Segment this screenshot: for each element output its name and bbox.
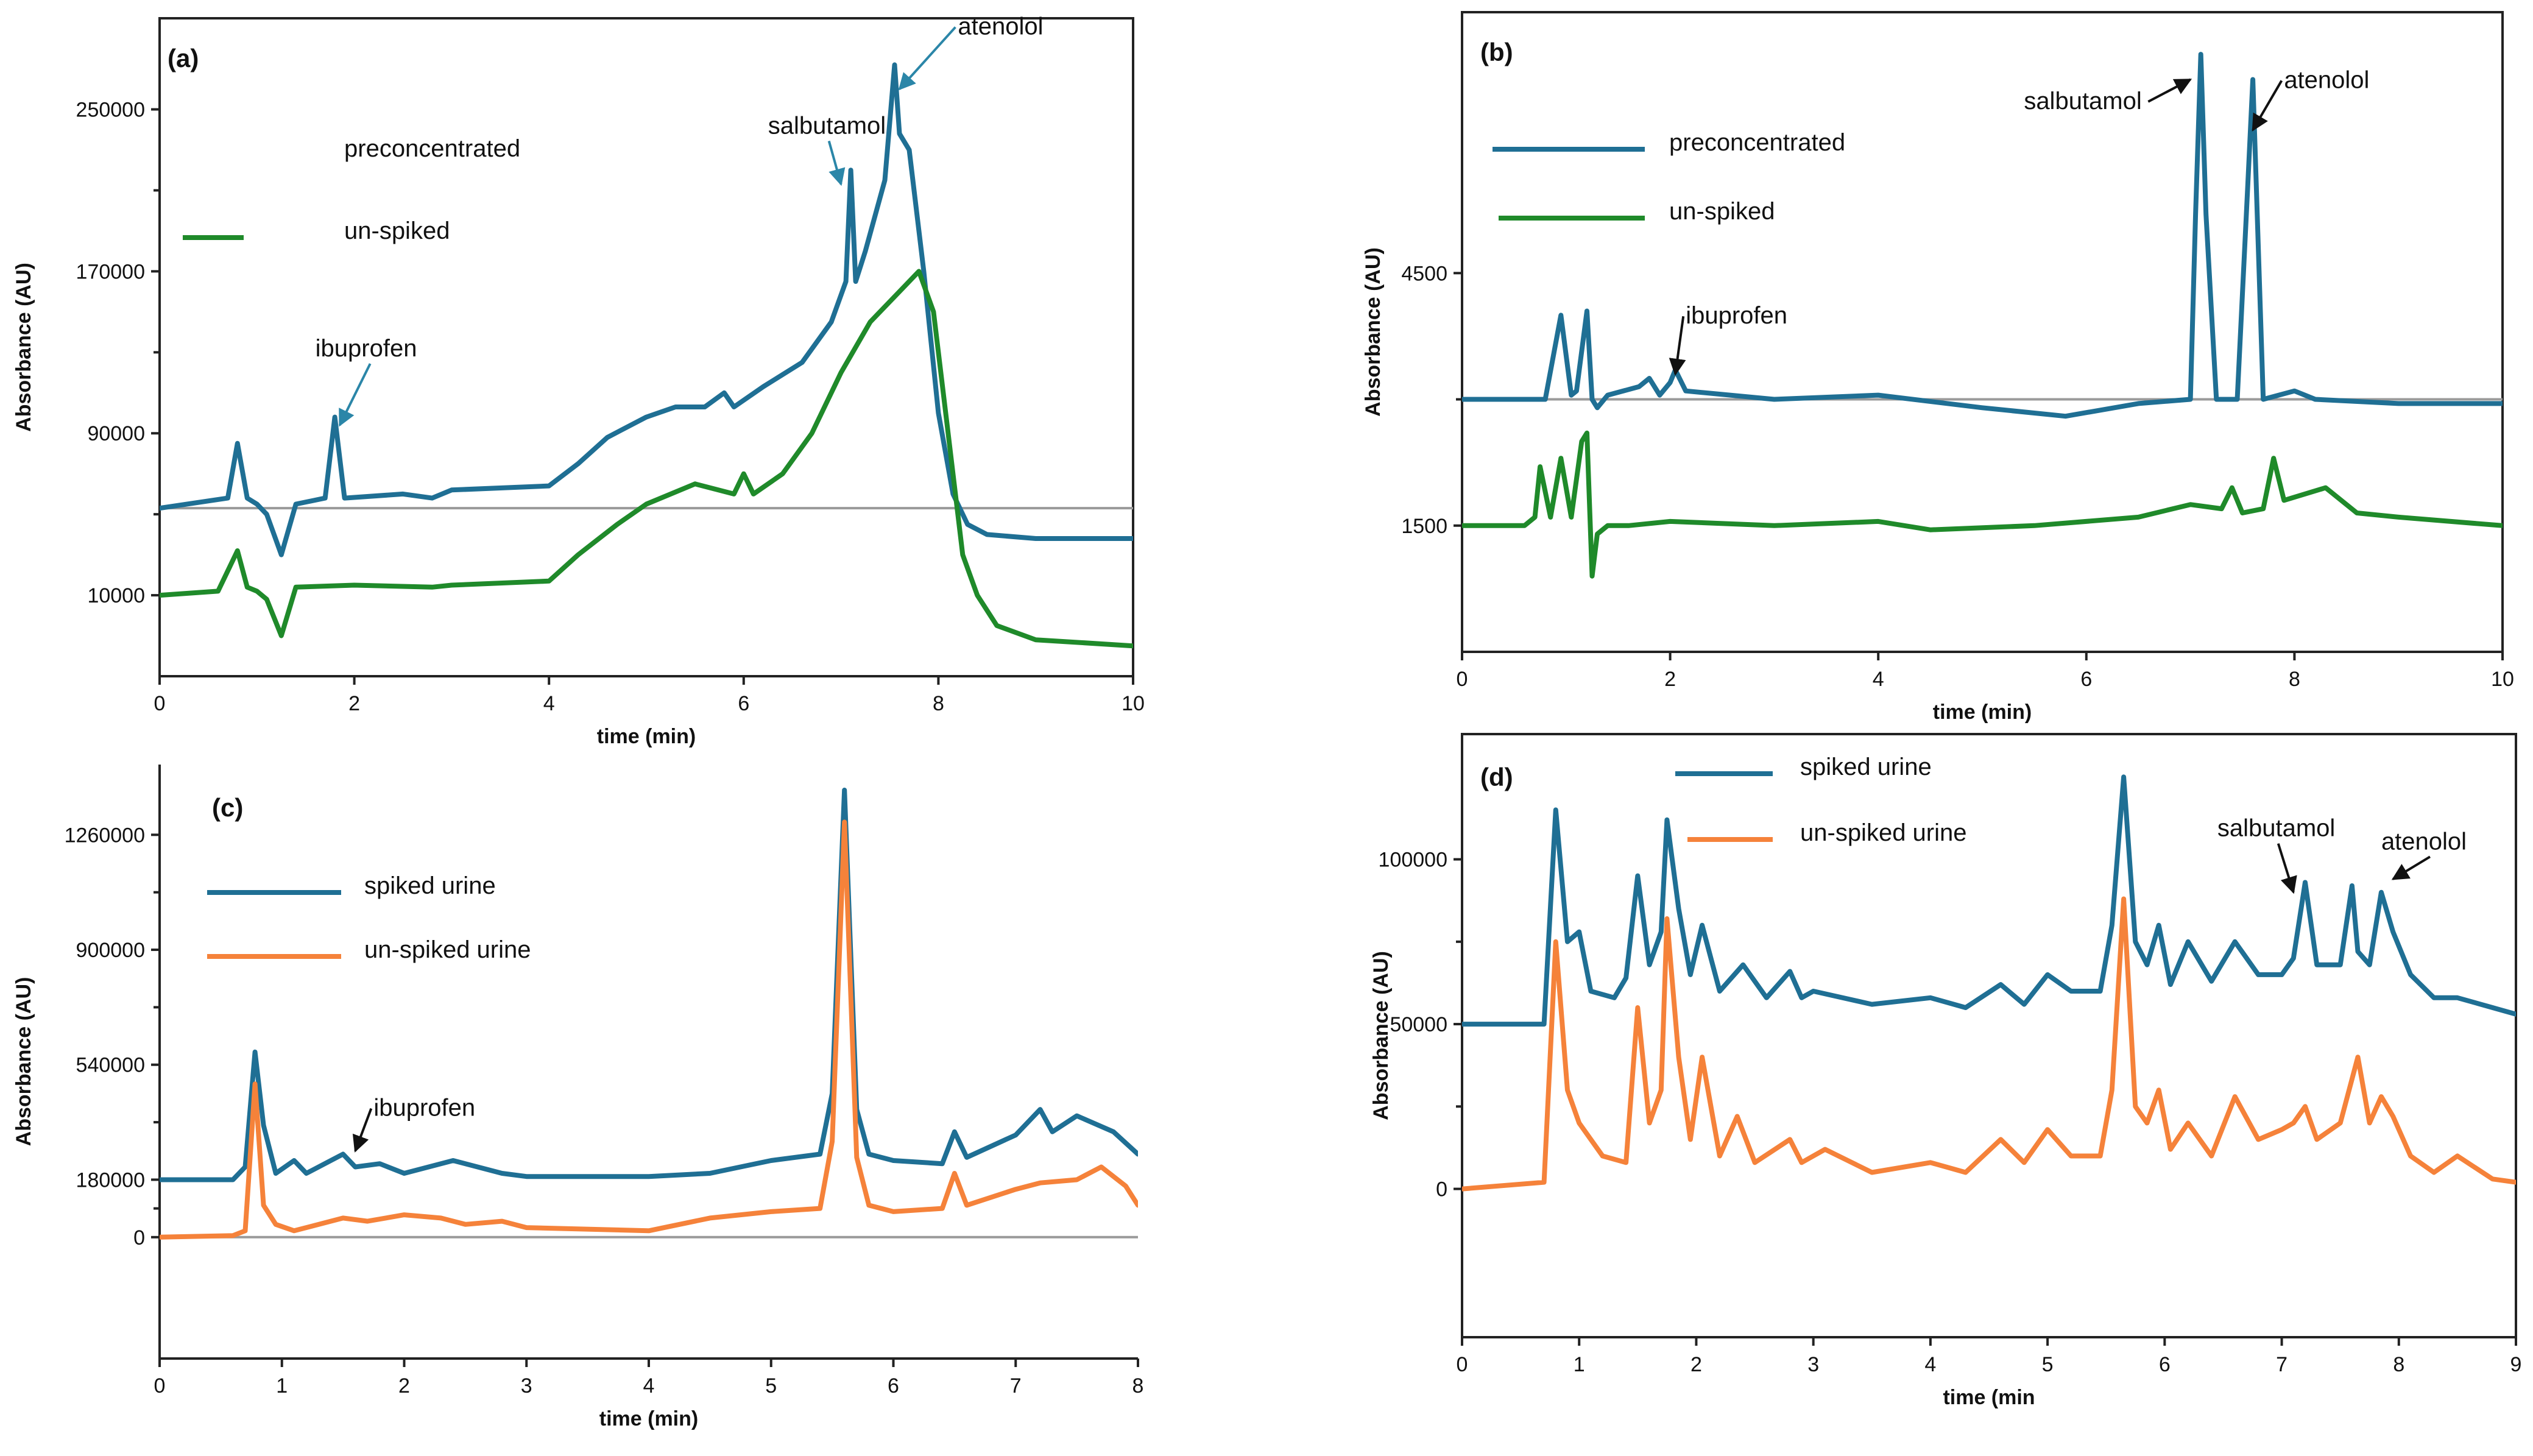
x-tick-label: 5 [2042, 1353, 2054, 1376]
annotation-arrow [2147, 78, 2192, 103]
panel-a: 0 2 4 6 8 10 10000 90000 170000 250000 time (min) A… [12, 13, 1145, 748]
x-tick-label: 0 [154, 1374, 166, 1398]
y-tick-label: 1500 [1401, 515, 1447, 538]
legend-label: un-spiked [1669, 198, 1775, 225]
annotation-arrow [2277, 843, 2297, 894]
x-tick-label: 8 [2393, 1353, 2404, 1376]
x-tick-label: 4 [643, 1374, 655, 1398]
x-tick-label: 8 [1132, 1374, 1144, 1398]
annotation-label: ibuprofen [1686, 302, 1787, 329]
x-tick-label: 0 [1457, 668, 1468, 691]
y-tick-label: 180000 [76, 1168, 145, 1192]
legend-label: preconcentrated [1669, 129, 1845, 156]
y-tick-label: 1260000 [65, 824, 145, 847]
annotation-arrow [2391, 855, 2431, 880]
legend-label: un-spiked urine [1800, 819, 1967, 846]
x-tick-label: 5 [765, 1374, 777, 1398]
x-tick-label: 2 [348, 692, 360, 715]
annotation-arrow [2252, 80, 2283, 132]
x-tick-label: 4 [1873, 668, 1884, 691]
annotation-label: salbutamol [2024, 88, 2141, 115]
x-tick-label: 4 [1924, 1353, 1936, 1376]
legend-label: un-spiked [344, 217, 450, 244]
series-line-preconcentrated [160, 62, 1133, 557]
annotation-label: atenolol [2381, 828, 2467, 855]
x-tick-label: 1 [1574, 1353, 1585, 1376]
x-tick-label: 10 [2491, 668, 2514, 691]
annotation-arrow [352, 1108, 373, 1153]
x-tick-label: 0 [154, 692, 166, 715]
series-line-spiked-urine [160, 787, 1138, 1182]
x-tick-label: 2 [1690, 1353, 1702, 1376]
legend-label: un-spiked urine [364, 936, 531, 963]
annotation-label: atenolol [2284, 66, 2369, 93]
y-axis-label: Absorbance (AU) [1362, 247, 1385, 417]
y-tick-label: 250000 [76, 99, 145, 122]
x-tick-label: 3 [521, 1374, 532, 1398]
series-line-un-spiked [160, 269, 1133, 649]
x-tick-label: 7 [2276, 1353, 2287, 1376]
x-tick-label: 2 [1664, 668, 1676, 691]
x-tick-label: 8 [2289, 668, 2300, 691]
x-axis-label: time (min) [597, 725, 696, 748]
annotation-label: ibuprofen [316, 335, 417, 362]
x-tick-label: 6 [888, 1374, 899, 1398]
panel-label: (a) [168, 44, 199, 72]
y-tick-label: 100000 [1379, 849, 1447, 872]
annotation-arrow [338, 363, 372, 427]
x-tick-label: 2 [398, 1374, 410, 1398]
x-axis-label: time (min) [599, 1407, 698, 1430]
annotation-label: salbutamol [768, 112, 886, 139]
x-tick-label: 9 [2510, 1353, 2522, 1376]
series-line-spiked-urine [1462, 774, 2516, 1027]
x-tick-label: 0 [1457, 1353, 1468, 1376]
panel-c: 0 1 2 3 4 5 6 7 8 0 180000 540000 900000 1260000 time … [12, 765, 1143, 1430]
panel-d-frame [1461, 733, 2517, 1338]
x-tick-label: 3 [1807, 1353, 1819, 1376]
x-tick-label: 1 [276, 1374, 288, 1398]
annotation-label: atenolol [958, 13, 1043, 40]
x-tick-label: 4 [543, 692, 555, 715]
y-tick-label: 540000 [76, 1054, 145, 1077]
x-axis-label: time (min) [1933, 701, 2032, 724]
panel-b: 0 2 4 6 8 10 1500 4500 time (min) Absorbance (AU)… [1362, 11, 2514, 724]
x-tick-label: 6 [2159, 1353, 2171, 1376]
panel-a-frame [158, 17, 1134, 677]
series-line-un-spiked-urine [160, 819, 1138, 1240]
series-line-preconcentrated [1462, 52, 2503, 419]
y-axis-label: Absorbance (AU) [12, 977, 35, 1147]
x-tick-label: 6 [738, 692, 749, 715]
y-tick-label: 4500 [1401, 262, 1447, 285]
x-axis-label: time (min [1943, 1386, 2035, 1409]
series-line-un-spiked-urine [1462, 896, 2516, 1192]
annotation-label: salbutamol [2217, 815, 2335, 842]
y-tick-label: 50000 [1390, 1013, 1447, 1036]
series-line-un-spiked [1462, 430, 2503, 579]
panel-label: (b) [1480, 38, 1513, 66]
panel-label: (c) [212, 793, 243, 822]
y-tick-label: 0 [1436, 1178, 1447, 1201]
annotation-arrow [827, 140, 846, 186]
x-tick-label: 10 [1122, 692, 1145, 715]
y-tick-label: 10000 [87, 584, 145, 607]
legend-label: spiked urine [1800, 754, 1932, 780]
y-axis-label: Absorbance (AU) [1369, 951, 1393, 1120]
y-tick-label: 900000 [76, 939, 145, 962]
annotation-label: ibuprofen [373, 1095, 475, 1122]
x-tick-label: 8 [933, 692, 944, 715]
annotation-arrow [898, 26, 956, 91]
y-axis-label: Absorbance (AU) [12, 263, 35, 432]
x-tick-label: 7 [1010, 1374, 1022, 1398]
y-tick-label: 90000 [87, 422, 145, 445]
x-tick-label: 6 [2080, 668, 2092, 691]
legend-label: spiked urine [364, 872, 496, 899]
y-tick-label: 0 [133, 1226, 145, 1249]
panel-b-frame [1461, 11, 2504, 653]
legend-label: preconcentrated [344, 135, 520, 162]
panel-d: 0 1 2 3 4 5 6 7 8 9 0 50000 100000 time (min Absorbanc… [1369, 733, 2522, 1409]
y-tick-label: 170000 [76, 260, 145, 283]
panel-label: (d) [1480, 763, 1513, 791]
annotation-arrow [1669, 316, 1686, 376]
